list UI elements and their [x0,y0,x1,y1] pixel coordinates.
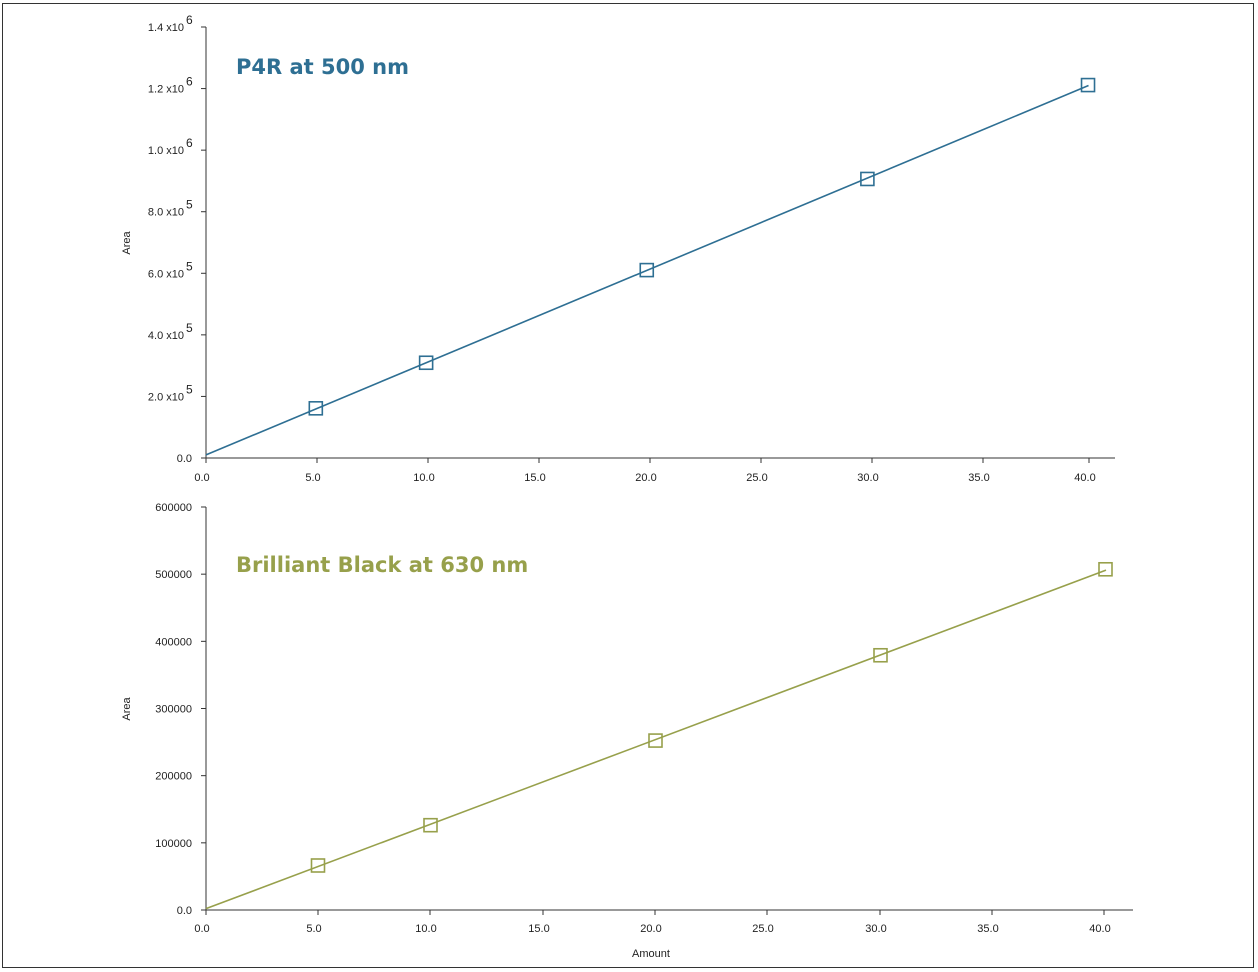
chart1-data-point [1080,77,1096,93]
chart1-data-point [860,171,875,187]
chart1-x-tick-label: 20.0 [635,472,656,484]
chart2-title: Brilliant Black at 630 nm [236,553,528,577]
chart2-y-tick-label: 400000 [155,636,192,648]
chart2-x-tick-label: 35.0 [977,923,998,935]
chart1-y-tick-exponent: 6 [186,13,193,27]
chart1-x-tick-label: 5.0 [305,472,320,484]
chart2-x-tick-label: 25.0 [752,923,773,935]
chart2-data-point [873,647,888,663]
chart1-y-tick-label: 8.0 x10 [148,207,184,219]
figure-frame [2,3,1254,968]
chart1-x-tick-label: 10.0 [413,472,434,484]
chart1-y-tick-exponent: 5 [186,198,193,212]
chart1-x-tick-label: 15.0 [524,472,545,484]
chart2-data-point [423,817,438,833]
chart2-data-point [648,733,663,748]
chart1-y-tick-exponent: 6 [186,136,193,150]
chart2-x-tick-label: 20.0 [640,923,661,935]
chart2-x-tick-label: 40.0 [1089,923,1110,935]
chart2-x-axis-title: Amount [632,948,670,960]
chart2-y-tick-label: 300000 [155,704,192,716]
chart1-x-tick-label: 30.0 [857,472,878,484]
chart1-y-tick-label: 1.2 x10 [148,84,184,96]
chart2-data-point [310,858,326,873]
chart1-y-tick-label: 6.0 x10 [148,268,184,280]
chart2-y-tick-label: 100000 [155,838,192,850]
chart2-x-tick-label: 10.0 [415,923,436,935]
chart2-x-tick-label: 0.0 [194,923,209,935]
chart1-x-tick-label: 35.0 [968,472,989,484]
chart1-x-tick-label: 0.0 [194,472,209,484]
chart1-y-tick-exponent: 5 [186,321,193,335]
chart1-y-axis-title: Area [121,231,133,255]
chart1-y-tick-label: 2.0 x10 [148,391,184,403]
chart1-y-tick-exponent: 5 [186,382,193,396]
chart1-title: P4R at 500 nm [236,55,409,79]
chart2-y-tick-label: 0.0 [177,905,192,917]
chart2-data-point [1098,561,1113,577]
chart2-y-axis-title: Area [121,697,133,721]
chart1-data-point [308,401,324,416]
chart2-x-tick-label: 5.0 [306,923,321,935]
chart2-x-tick-label: 15.0 [528,923,549,935]
chart1-y-tick-exponent: 6 [186,75,193,89]
chart2-fit-line [205,569,1107,910]
chart2-y-tick-label: 500000 [155,569,192,581]
chart1-x-tick-label: 25.0 [746,472,767,484]
chart2-y-tick-label: 600000 [155,502,192,514]
chart1-y-tick-label: 1.4 x10 [148,22,184,34]
chart2-y-tick-label: 200000 [155,771,192,783]
chart1-data-point [639,262,655,278]
chart1-y-tick-exponent: 5 [186,259,193,273]
chart1-y-tick-label: 4.0 x10 [148,330,184,342]
chart1-data-point [418,355,434,371]
chart1-fit-line [205,84,1089,456]
chart1-x-tick-label: 40.0 [1074,472,1095,484]
chart2-x-tick-label: 30.0 [865,923,886,935]
chart1-y-tick-label: 0.0 [177,453,192,465]
chart1-y-tick-label: 1.0 x10 [148,145,184,157]
